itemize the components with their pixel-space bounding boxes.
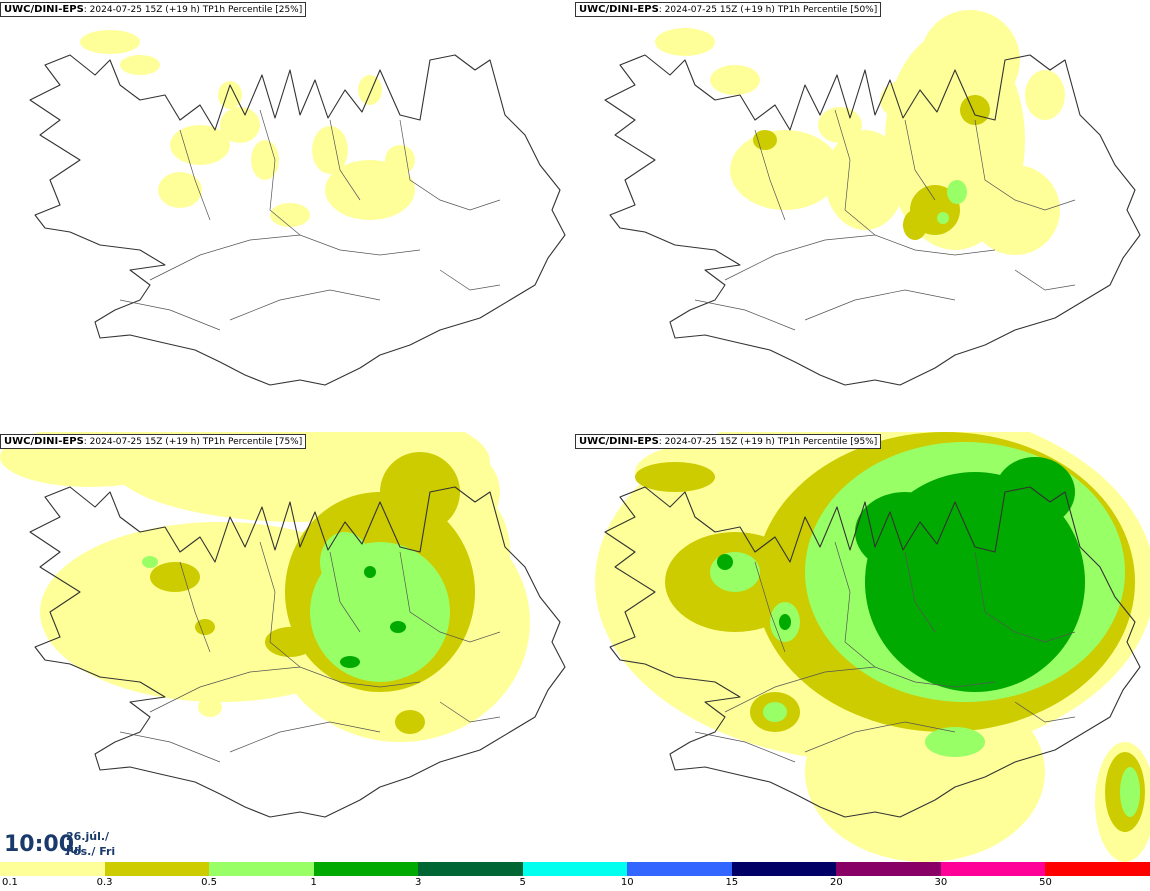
model-name: UWC/DINI-EPS (579, 4, 659, 15)
precip-map-50 (604, 10, 1141, 386)
precip-map-75 (0, 432, 566, 818)
colorbar-segment (627, 862, 732, 876)
colorbar-segment (104, 862, 210, 876)
colorbar-segment (1045, 862, 1150, 876)
colorbar-segment (522, 862, 628, 876)
colorbar-segment (0, 862, 105, 876)
colorbar-tick-label: 0.3 (96, 877, 113, 888)
colorbar-tick-label: 5 (519, 877, 526, 888)
precip-map-95 (595, 432, 1150, 862)
colorbar-segment (418, 862, 523, 876)
valid-date: 26.júl./ Jul (66, 830, 110, 856)
panel-header: UWC/DINI-EPS: 2024-07-25 15Z (+19 h) TP1… (575, 434, 882, 449)
map-panel-75: UWC/DINI-EPS: 2024-07-25 15Z (+19 h) TP1… (0, 432, 575, 862)
colorbar-segment (731, 862, 837, 876)
valid-clock: 10:00 (4, 832, 75, 857)
model-name: UWC/DINI-EPS (4, 4, 84, 15)
precip-map-25 (29, 30, 566, 386)
run-info: : 2024-07-25 15Z (+19 h) TP1h Percentile… (658, 5, 878, 15)
colorbar-segment (940, 862, 1046, 876)
colorbar-ticks: 0.1 0.3 0.5 1 3 5 10 15 20 30 50 (0, 877, 1150, 891)
valid-day: Fös./ Fri (66, 845, 116, 858)
colorbar-tick-label: 15 (725, 877, 739, 888)
run-info: : 2024-07-25 15Z (+19 h) TP1h Percentile… (658, 437, 878, 447)
colorbar-segment (313, 862, 419, 876)
model-name: UWC/DINI-EPS (4, 436, 84, 447)
precip-colorbar (0, 862, 1150, 876)
colorbar-tick-label: 20 (829, 877, 843, 888)
colorbar-tick-label: 0.5 (201, 877, 218, 888)
colorbar-tick-label: 1 (310, 877, 317, 888)
panel-header: UWC/DINI-EPS: 2024-07-25 15Z (+19 h) TP1… (0, 434, 307, 449)
colorbar-tick-label: 50 (1039, 877, 1052, 888)
map-panel-25: UWC/DINI-EPS: 2024-07-25 15Z (+19 h) TP1… (0, 0, 575, 430)
valid-time-box: 10:00 26.júl./ Jul Fös./ Fri (0, 826, 128, 862)
run-info: : 2024-07-25 15Z (+19 h) TP1h Percentile… (83, 5, 303, 15)
colorbar-tick-label: 0.1 (2, 877, 18, 888)
colorbar-tick-label: 10 (620, 877, 634, 888)
panel-header: UWC/DINI-EPS: 2024-07-25 15Z (+19 h) TP1… (0, 2, 307, 17)
colorbar-tick-label: 3 (414, 877, 422, 888)
model-name: UWC/DINI-EPS (579, 436, 659, 447)
map-panel-50: UWC/DINI-EPS: 2024-07-25 15Z (+19 h) TP1… (575, 0, 1150, 430)
colorbar-tick-label: 30 (934, 877, 948, 888)
colorbar-segment (209, 862, 314, 876)
panel-header: UWC/DINI-EPS: 2024-07-25 15Z (+19 h) TP1… (575, 2, 882, 17)
map-panel-95: UWC/DINI-EPS: 2024-07-25 15Z (+19 h) TP1… (575, 432, 1150, 862)
run-info: : 2024-07-25 15Z (+19 h) TP1h Percentile… (83, 437, 303, 447)
colorbar-segment (836, 862, 941, 876)
